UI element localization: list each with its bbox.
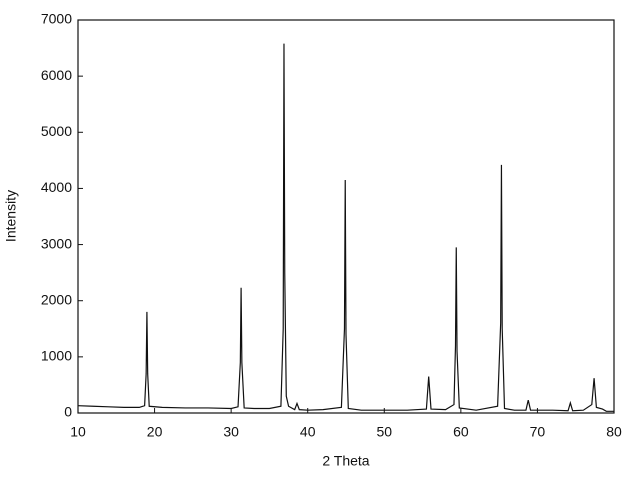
y-tick-label: 0 [64, 404, 72, 420]
x-tick-label: 50 [376, 424, 392, 440]
y-tick-label: 4000 [41, 179, 72, 195]
x-tick-label: 30 [223, 424, 239, 440]
x-tick-label: 70 [530, 424, 546, 440]
x-tick-label: 80 [606, 424, 622, 440]
y-tick-label: 6000 [41, 67, 72, 83]
y-axis-label: Intensity [3, 190, 19, 242]
y-tick-label: 1000 [41, 348, 72, 364]
x-tick-label: 10 [70, 424, 86, 440]
x-tick-label: 60 [453, 424, 469, 440]
plot-frame [77, 19, 615, 414]
y-tick-label: 2000 [41, 291, 72, 307]
x-axis-label: 2 Theta [322, 453, 369, 469]
y-tick-label: 5000 [41, 123, 72, 139]
data-line [77, 43, 614, 412]
x-tick-label: 40 [300, 424, 316, 440]
y-tick-label: 3000 [41, 235, 72, 251]
y-tick-label: 7000 [41, 11, 72, 27]
x-tick-label: 20 [147, 424, 163, 440]
